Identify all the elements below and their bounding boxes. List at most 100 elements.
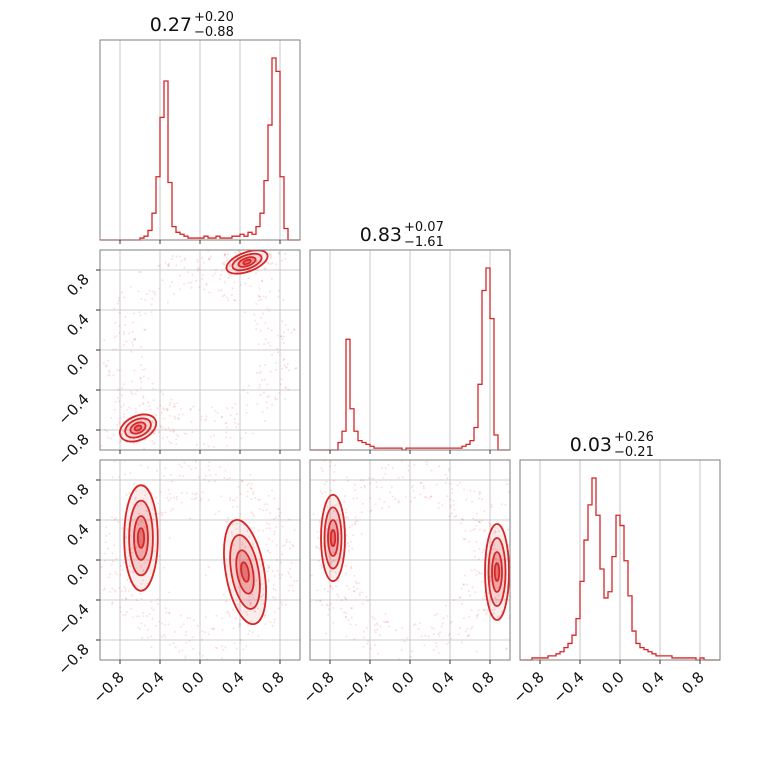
sample-point xyxy=(131,321,134,324)
sample-point xyxy=(221,269,224,272)
sample-point xyxy=(136,504,139,507)
sample-point xyxy=(323,558,326,561)
sample-point xyxy=(132,571,135,574)
sample-point xyxy=(477,609,480,612)
sample-point xyxy=(153,549,156,552)
sample-point xyxy=(103,339,106,342)
sample-point xyxy=(146,293,149,296)
sample-point xyxy=(225,520,228,523)
sample-point xyxy=(241,541,244,544)
sample-point xyxy=(270,353,273,356)
sample-point xyxy=(193,498,196,501)
sample-point xyxy=(111,560,114,563)
sample-point xyxy=(248,521,251,524)
sample-point xyxy=(496,616,499,619)
sample-point xyxy=(279,576,282,579)
sample-point xyxy=(190,468,193,471)
sample-point xyxy=(169,430,172,433)
sample-point xyxy=(319,489,322,492)
sample-point xyxy=(175,255,178,258)
sample-point xyxy=(435,613,438,616)
sample-point xyxy=(323,483,326,486)
sample-point xyxy=(292,328,295,331)
sample-point xyxy=(230,531,233,534)
sample-point xyxy=(152,432,155,435)
sample-point xyxy=(483,609,486,612)
sample-point xyxy=(282,358,285,361)
sample-point xyxy=(117,520,120,523)
sample-point xyxy=(445,604,448,607)
sample-point xyxy=(333,479,336,482)
sample-point xyxy=(157,512,160,515)
sample-point xyxy=(204,616,207,619)
sample-point xyxy=(237,585,240,588)
sample-point xyxy=(344,597,347,600)
sample-point xyxy=(453,515,456,518)
sample-point xyxy=(169,643,172,646)
sample-point xyxy=(264,616,267,619)
sample-point xyxy=(262,529,265,532)
sample-point xyxy=(447,469,450,472)
sample-point xyxy=(326,604,329,607)
sample-point xyxy=(136,441,139,444)
sample-point xyxy=(391,467,394,470)
sample-point xyxy=(151,440,154,443)
sample-point xyxy=(451,487,454,490)
sample-point xyxy=(315,545,318,548)
sample-point xyxy=(320,467,323,470)
sample-point xyxy=(111,348,114,351)
sample-point xyxy=(139,377,142,380)
sample-point xyxy=(449,482,452,485)
sample-point xyxy=(178,255,181,258)
sample-point xyxy=(178,650,181,653)
sample-point xyxy=(293,579,296,582)
sample-point xyxy=(116,369,119,372)
sample-point xyxy=(134,539,137,542)
sample-point xyxy=(220,645,223,648)
sample-point xyxy=(350,607,353,610)
sample-point xyxy=(397,500,400,503)
sample-point xyxy=(463,488,466,491)
sample-point xyxy=(140,346,143,349)
sample-point xyxy=(332,510,335,513)
sample-point xyxy=(239,284,242,287)
sample-point xyxy=(236,505,239,508)
sample-point xyxy=(333,560,336,563)
sample-point xyxy=(349,623,352,626)
sample-point xyxy=(517,570,519,572)
sample-point xyxy=(100,444,103,447)
sample-point xyxy=(164,636,167,639)
sample-point xyxy=(252,543,255,546)
sample-point xyxy=(203,288,206,291)
sample-point xyxy=(463,583,466,586)
sample-point xyxy=(121,569,124,572)
sample-point xyxy=(432,627,435,630)
sample-point xyxy=(249,602,252,605)
sample-point xyxy=(492,532,495,535)
sample-point xyxy=(346,476,349,479)
sample-point xyxy=(449,622,452,625)
sample-point xyxy=(337,564,340,567)
x-tick-label: −0.8 xyxy=(89,668,127,706)
title-value: 0.03 xyxy=(570,434,612,456)
sample-point xyxy=(246,529,249,532)
sample-point xyxy=(152,387,155,390)
sample-point xyxy=(134,407,137,410)
grid-layer xyxy=(100,40,701,660)
sample-point xyxy=(475,616,478,619)
sample-point xyxy=(273,574,276,577)
sample-point xyxy=(178,274,181,277)
sample-point xyxy=(437,633,440,636)
sample-point xyxy=(475,540,478,543)
sample-point xyxy=(495,549,498,552)
sample-point xyxy=(133,364,135,366)
sample-point xyxy=(494,531,497,534)
sample-point xyxy=(142,402,145,405)
sample-point xyxy=(504,503,507,506)
sample-point xyxy=(373,618,376,621)
sample-point xyxy=(180,458,182,460)
contour-level xyxy=(323,506,343,570)
sample-point xyxy=(104,541,107,544)
sample-point xyxy=(274,263,277,266)
sample-point xyxy=(336,593,339,596)
